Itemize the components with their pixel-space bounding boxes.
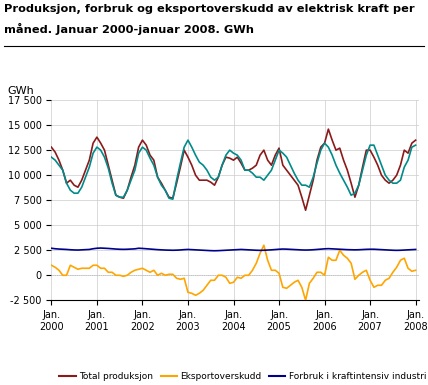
Text: GWh: GWh (7, 86, 34, 96)
Text: måned. Januar 2000-januar 2008. GWh: måned. Januar 2000-januar 2008. GWh (4, 23, 254, 35)
Text: Produksjon, forbruk og eksportoverskudd av elektrisk kraft per: Produksjon, forbruk og eksportoverskudd … (4, 4, 415, 14)
Legend: Total produksjon, Brutto forbruk, Eksportoverskudd, Forbruk i kraftintensiv indu: Total produksjon, Brutto forbruk, Ekspor… (56, 369, 428, 385)
